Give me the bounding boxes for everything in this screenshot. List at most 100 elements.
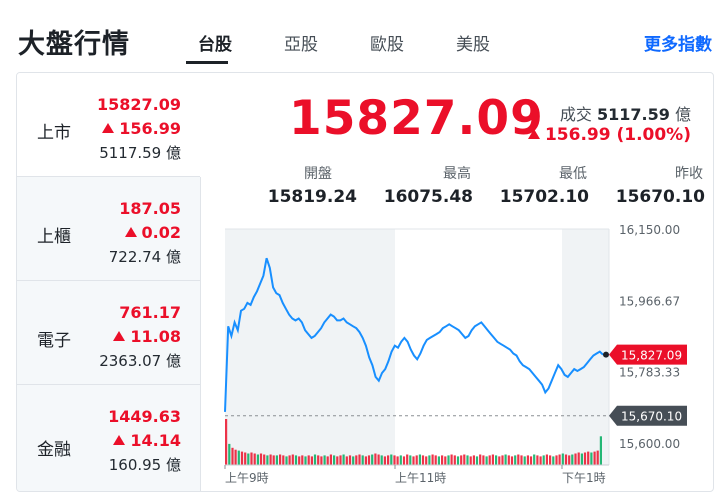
volume-bar — [298, 456, 301, 465]
volume-bar — [244, 452, 247, 465]
volume-bar — [571, 454, 574, 465]
x-tick-label: 上午11時 — [395, 471, 446, 485]
volume-bar — [259, 453, 263, 465]
volume-bar — [453, 455, 456, 465]
intraday-chart[interactable]: 16,150.00 15,966.67 15,783.33 15,600.00 15,8… — [201, 223, 714, 492]
sidebar-item-electronics[interactable]: 電子 761.17 11.08 2363.07 億 — [17, 281, 200, 385]
volume-bar — [294, 455, 298, 465]
volume-bar — [472, 455, 475, 465]
volume-bar — [552, 456, 555, 465]
trade-volume: 成交 5117.59 億 — [559, 105, 691, 124]
volume-bar — [536, 455, 539, 465]
volume-bar — [279, 454, 282, 465]
sidebar-item-value: 15827.09 — [96, 95, 181, 114]
y-tick-label: 16,150.00 — [619, 223, 680, 237]
volume-bar — [580, 453, 583, 465]
volume-bar — [342, 454, 345, 465]
sidebar-item-change: 156.99 — [102, 119, 181, 138]
volume-bar — [564, 454, 568, 465]
sidebar-item-change: 14.14 — [113, 431, 181, 450]
volume-bar — [352, 456, 355, 465]
sidebar-item-volume: 5117.59 億 — [99, 144, 181, 162]
volume-bar — [523, 456, 526, 465]
volume-bar — [371, 454, 374, 465]
y-tick-label: 15,783.33 — [619, 366, 680, 380]
volume-bar — [510, 456, 514, 465]
volume-bar — [307, 455, 310, 465]
volume-bar — [364, 456, 367, 465]
sidebar-item-value: 1449.63 — [108, 407, 181, 426]
sidebar-item-otc[interactable]: 上櫃 187.05 0.02 722.74 億 — [17, 177, 200, 281]
volume-bar — [593, 451, 596, 465]
volume-bar — [574, 453, 577, 465]
tab-asia[interactable]: 亞股 — [284, 35, 318, 55]
volume-bar — [583, 452, 587, 465]
volume-bar — [590, 452, 593, 465]
volume-bar — [441, 455, 444, 465]
volume-bar — [377, 454, 380, 465]
volume-bar — [561, 453, 564, 465]
volume-bar — [266, 455, 269, 465]
session-band — [562, 229, 609, 465]
volume-bar — [263, 454, 266, 465]
market-panel: 上市 15827.09 156.99 5117.59 億 上櫃 187.05 0… — [16, 72, 714, 492]
sidebar-item-finance[interactable]: 金融 1449.63 14.14 160.95 億 — [17, 385, 200, 491]
volume-bar — [539, 456, 542, 465]
volume-bar — [250, 452, 253, 465]
sidebar-item-name: 上櫃 — [37, 227, 71, 247]
volume-bar — [288, 455, 291, 465]
volume-bar — [313, 454, 317, 465]
more-indices-link[interactable]: 更多指數 — [644, 35, 712, 55]
stat-low-value: 15702.10 — [499, 187, 589, 207]
volume-bar — [406, 454, 409, 465]
volume-bar — [504, 454, 507, 465]
index-sidebar: 上市 15827.09 156.99 5117.59 億 上櫃 187.05 0… — [17, 73, 200, 491]
sidebar-item-volume: 722.74 億 — [108, 248, 181, 266]
volume-bar — [418, 454, 421, 465]
stat-high-value: 16075.48 — [383, 187, 473, 207]
session-band — [225, 229, 395, 465]
volume-bar — [282, 455, 285, 465]
volume-bar — [428, 455, 431, 465]
tab-us[interactable]: 美股 — [456, 35, 490, 55]
stat-prevclose-value: 15670.10 — [615, 187, 705, 207]
volume-bar — [329, 454, 332, 465]
volume-bar — [361, 455, 364, 465]
volume-bar — [228, 443, 231, 465]
tab-taiwan[interactable]: 台股 — [172, 0, 258, 64]
current-price: 15827.09 — [289, 91, 544, 146]
volume-bar — [431, 454, 434, 465]
x-tick-label: 上午9時 — [225, 471, 269, 485]
volume-bar — [336, 456, 339, 465]
prev-close-badge — [609, 405, 687, 426]
y-tick-label: 15,600.00 — [619, 437, 680, 451]
sidebar-item-volume: 160.95 億 — [108, 456, 181, 474]
volume-bar — [488, 455, 491, 465]
volume-bar — [577, 452, 580, 465]
volume-bar — [326, 456, 329, 465]
volume-bar — [383, 456, 386, 465]
volume-bar — [291, 454, 294, 465]
sidebar-item-listed[interactable]: 上市 15827.09 156.99 5117.59 億 — [17, 73, 200, 177]
volume-bar — [437, 456, 440, 465]
tab-europe[interactable]: 歐股 — [370, 35, 404, 55]
volume-bar — [333, 455, 336, 465]
volume-bar — [421, 455, 425, 465]
volume-bar — [466, 455, 469, 465]
volume-bar — [396, 456, 399, 465]
volume-bar — [526, 455, 529, 465]
last-point-dot — [603, 351, 609, 358]
volume-bar — [529, 456, 533, 465]
sidebar-item-name: 電子 — [37, 331, 71, 351]
volume-bar — [285, 456, 288, 465]
volume-bar — [587, 451, 590, 465]
stat-high-label: 最高 — [443, 166, 471, 182]
quote-area: 15827.09 成交 5117.59 億 156.99 (1.00%) 開盤 … — [201, 73, 714, 492]
volume-bar — [234, 449, 237, 465]
up-arrow-icon — [102, 123, 115, 133]
volume-bar — [549, 455, 552, 465]
volume-bar — [253, 453, 256, 465]
volume-bar — [520, 455, 523, 465]
up-arrow-icon — [527, 129, 540, 139]
volume-bar — [507, 455, 510, 465]
